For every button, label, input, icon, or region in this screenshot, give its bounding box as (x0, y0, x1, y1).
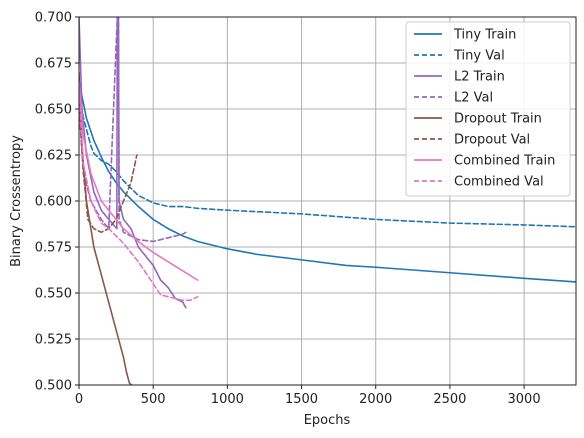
tick-layer: 0 500 1000 1500 2000 2500 3000 0.500 0.525 0.550 0… (35, 11, 541, 408)
legend-box (405, 21, 571, 197)
series-line-combined-val (79, 89, 199, 302)
x-tick-label: 1500 (285, 392, 318, 407)
x-tick-label: 3000 (508, 392, 541, 407)
x-axis-label: Epochs (304, 413, 351, 428)
legend-label: Tiny Val (453, 49, 505, 64)
series-line-l2-val (79, 17, 187, 243)
legend-label: Dropout Train (454, 112, 542, 127)
x-tick-label: 2000 (359, 392, 392, 407)
y-tick-label: 0.600 (35, 195, 72, 210)
legend-label: Dropout Val (454, 133, 530, 148)
y-tick-label: 0.525 (35, 333, 72, 348)
legend-label: Combined Val (454, 175, 544, 190)
y-tick-label: 0.675 (35, 57, 72, 72)
y-tick-label: 0.575 (35, 241, 72, 256)
y-tick-label: 0.550 (35, 287, 72, 302)
series-line-tiny-val (79, 89, 576, 228)
y-tick-label: 0.650 (35, 103, 72, 118)
x-tick-label: 0 (75, 392, 83, 407)
y-tick-label: 0.625 (35, 149, 72, 164)
x-tick-label: 2500 (433, 392, 466, 407)
legend: Tiny Train Tiny Val L2 Train L2 Val Dropout … (405, 21, 571, 197)
y-tick-label: 0.500 (35, 379, 72, 394)
x-tick-label: 500 (141, 392, 166, 407)
y-axis-label: Binary Crossentropy (9, 135, 24, 267)
legend-label: L2 Val (454, 91, 493, 106)
legend-label: Tiny Train (453, 28, 516, 43)
series-line-tiny-train (79, 80, 576, 283)
series-line-dropout-val (79, 99, 138, 234)
x-tick-label: 1000 (211, 392, 244, 407)
y-tick-label: 0.700 (35, 11, 72, 26)
series-layer (79, 17, 576, 385)
series-line-l2-train (79, 17, 187, 309)
legend-label: L2 Train (454, 70, 505, 85)
series-line-combined-train (79, 80, 199, 281)
legend-label: Combined Train (454, 154, 555, 169)
